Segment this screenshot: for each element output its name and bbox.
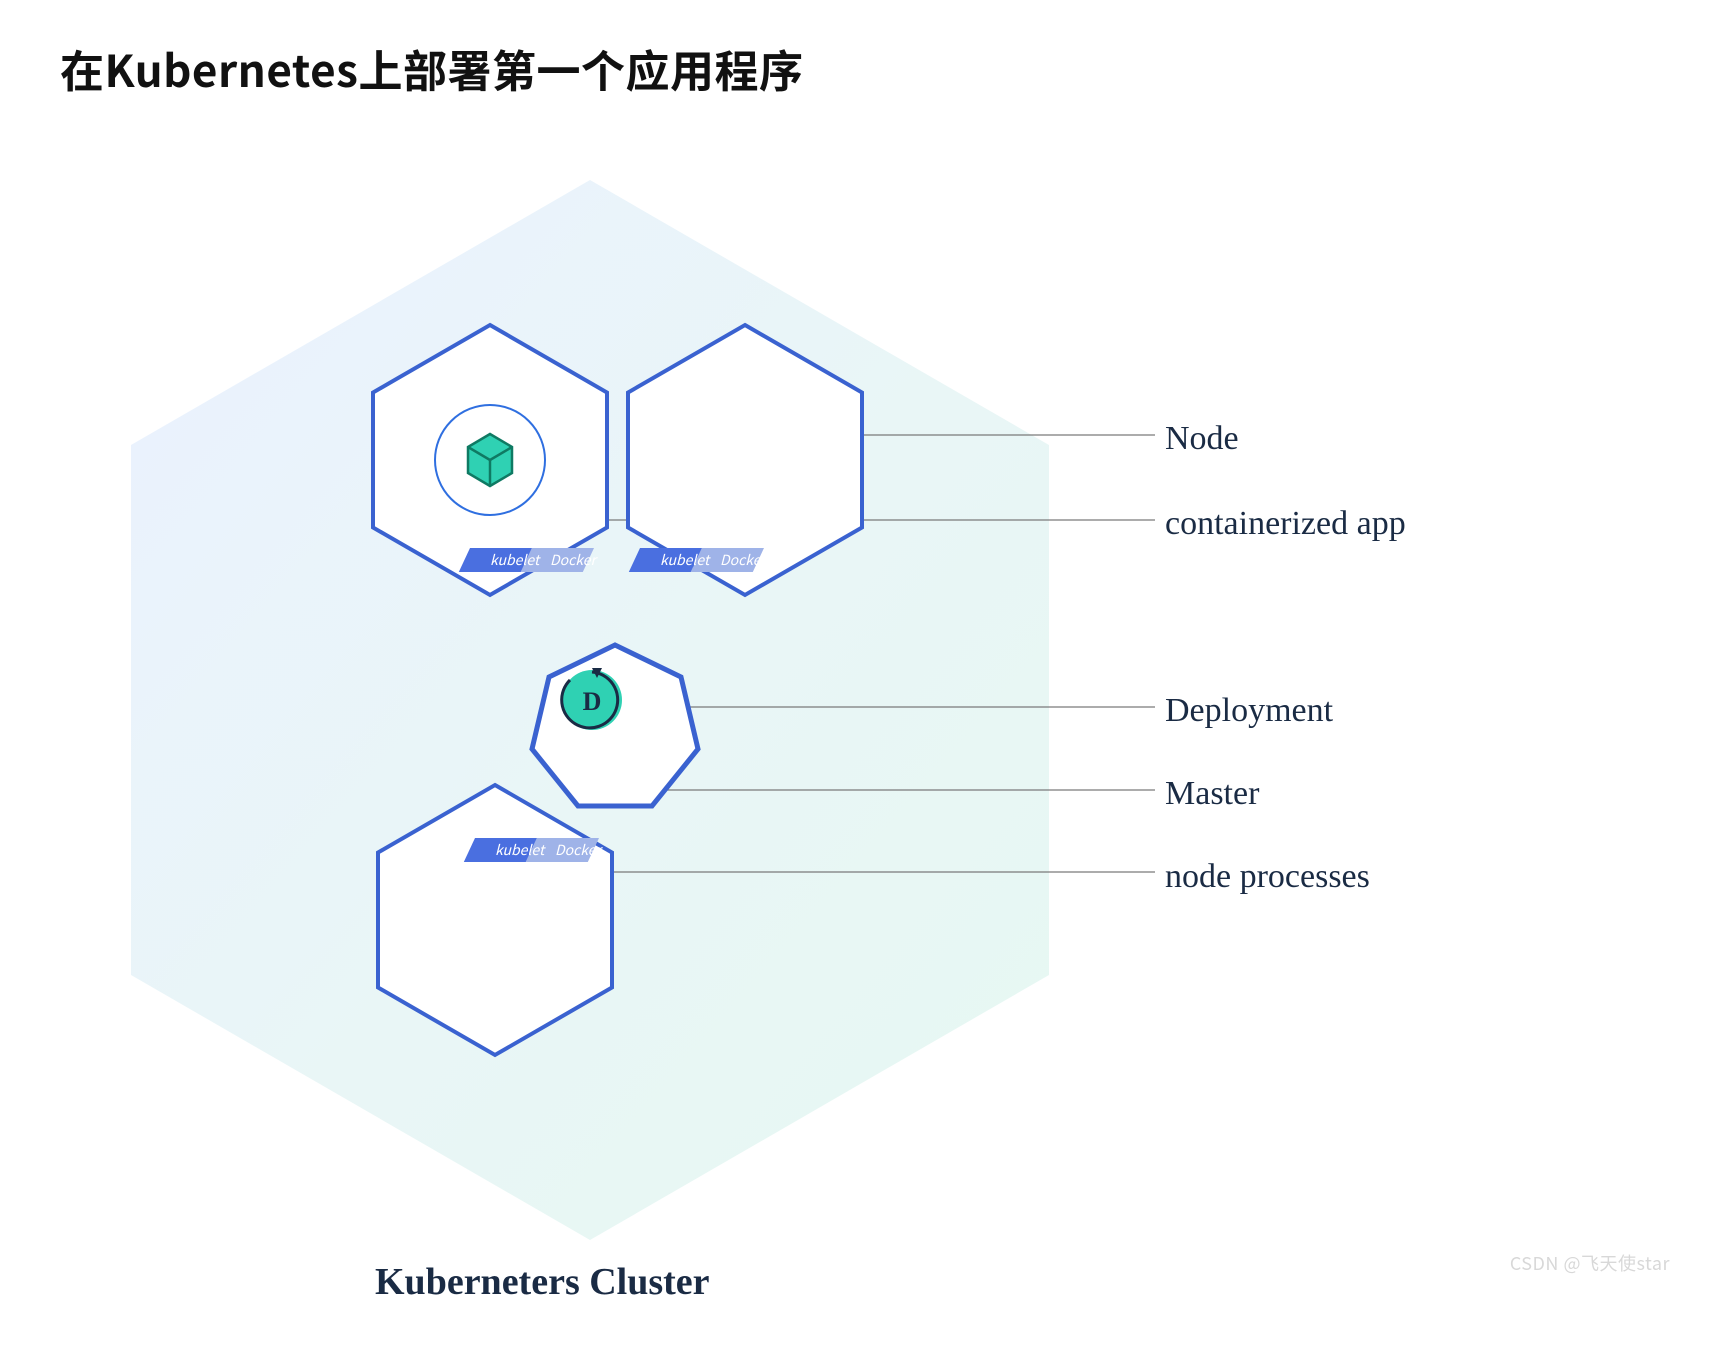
svg-text:D: D	[583, 687, 602, 716]
node1-badges	[459, 548, 599, 572]
label-deployment: Deployment	[1165, 692, 1333, 730]
watermark: CSDN @飞天使star	[1510, 1250, 1670, 1276]
label-node: Node	[1165, 420, 1239, 458]
diagram-canvas: kubelet Docker	[0, 0, 1710, 1360]
label-containerized-app: containerized app	[1165, 505, 1406, 543]
label-master: Master	[1165, 775, 1259, 813]
cluster-footer-label: Kuberneters Cluster	[375, 1260, 710, 1304]
label-node-processes: node processes	[1165, 858, 1370, 896]
node3-badges	[464, 838, 604, 862]
node2-badges	[629, 548, 769, 572]
cube-icon	[468, 434, 512, 486]
